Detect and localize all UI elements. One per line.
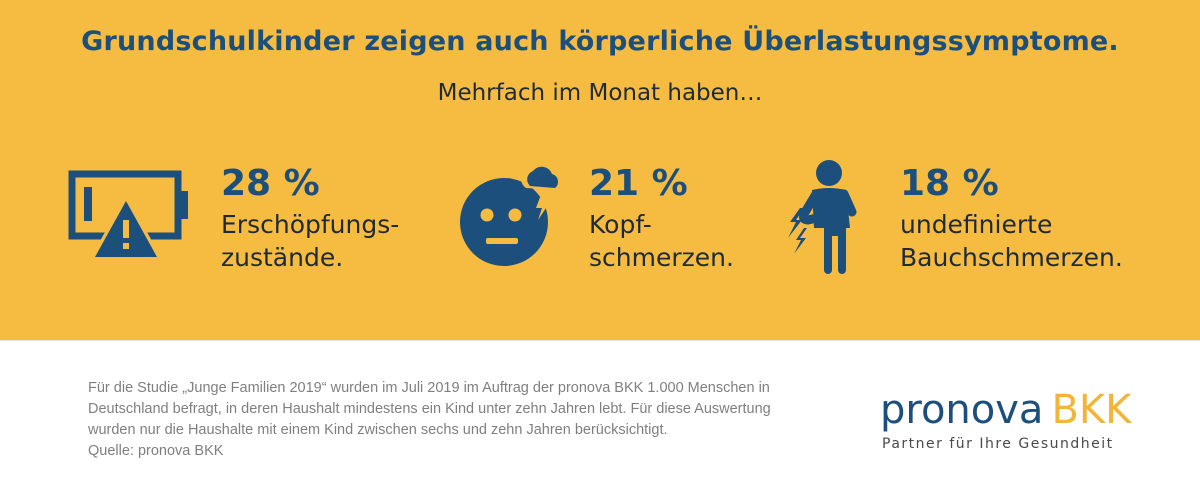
footnote: Für die Studie „Junge Familien 2019“ wur… bbox=[88, 378, 848, 462]
footnote-line: Deutschland befragt, in deren Haushalt m… bbox=[88, 401, 771, 417]
footnote-source: Quelle: pronova BKK bbox=[88, 443, 224, 459]
battery-warning-icon bbox=[68, 170, 188, 261]
page-title: Grundschulkinder zeigen auch körperliche… bbox=[81, 26, 1119, 57]
stat-label-line2: Bauchschmerzen. bbox=[900, 243, 1123, 272]
stat-percent: 18 % bbox=[900, 163, 999, 204]
logo-word-pronova: pronova bbox=[880, 387, 1044, 433]
stat-label-line2: zustände. bbox=[221, 243, 344, 272]
logo-tagline: Partner für Ihre Gesundheit bbox=[882, 436, 1114, 452]
logo-wordmark: pronova BKK bbox=[880, 388, 1131, 432]
banner: Grundschulkinder zeigen auch körperliche… bbox=[0, 0, 1200, 340]
stat-label-line1: undefinierte bbox=[900, 210, 1053, 239]
stat-percent: 28 % bbox=[221, 163, 320, 204]
footnote-line: Für die Studie „Junge Familien 2019“ wur… bbox=[88, 380, 770, 396]
stat-percent: 21 % bbox=[589, 163, 688, 204]
headache-face-icon bbox=[460, 162, 563, 266]
divider bbox=[0, 340, 1200, 341]
logo-word-bkk: BKK bbox=[1051, 387, 1132, 433]
stat-label-line1: Kopf- bbox=[589, 210, 652, 239]
stomachache-person-icon bbox=[788, 160, 857, 274]
footnote-line: wurden nur die Haushalte mit einem Kind … bbox=[88, 422, 668, 438]
page-subtitle: Mehrfach im Monat haben… bbox=[437, 80, 763, 106]
pronova-bkk-logo: pronova BKK Partner für Ihre Gesundheit bbox=[880, 388, 1131, 458]
stat-label-line2: schmerzen. bbox=[589, 243, 734, 272]
stat-label-line1: Erschöpfungs- bbox=[221, 210, 400, 239]
